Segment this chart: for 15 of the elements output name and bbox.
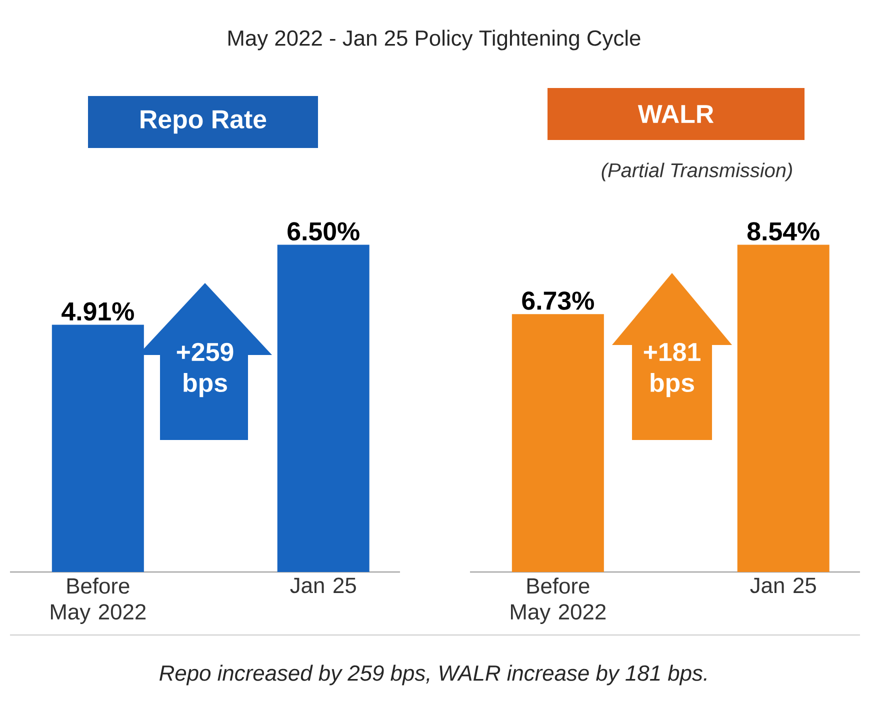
annotation: +181 bps (644, 342, 700, 398)
text: May 2022 - Jan 25 Policy Tightening Cycle (228, 30, 640, 50)
x-tick-label: Before May 2022 (510, 578, 606, 624)
text: Repo increased by 259 bps, WALR increase by 181 bps. (160, 664, 706, 686)
x-tick-label: Before May 2022 (50, 578, 146, 624)
x-tick-label: Jan 25 (290, 578, 356, 594)
data-label: 6.73% (522, 292, 594, 310)
chart-subtitle: (Partial Transmission) (602, 162, 792, 182)
data-label: 4.91% (62, 302, 134, 321)
data-label: 8.54% (747, 222, 820, 241)
chart-title: WALR (638, 105, 714, 123)
x-tick-label: Jan 25 (750, 578, 816, 594)
chart-title: Repo Rate (140, 110, 266, 134)
annotation: +259 bps (176, 342, 234, 398)
data-label: 6.50% (288, 222, 360, 241)
